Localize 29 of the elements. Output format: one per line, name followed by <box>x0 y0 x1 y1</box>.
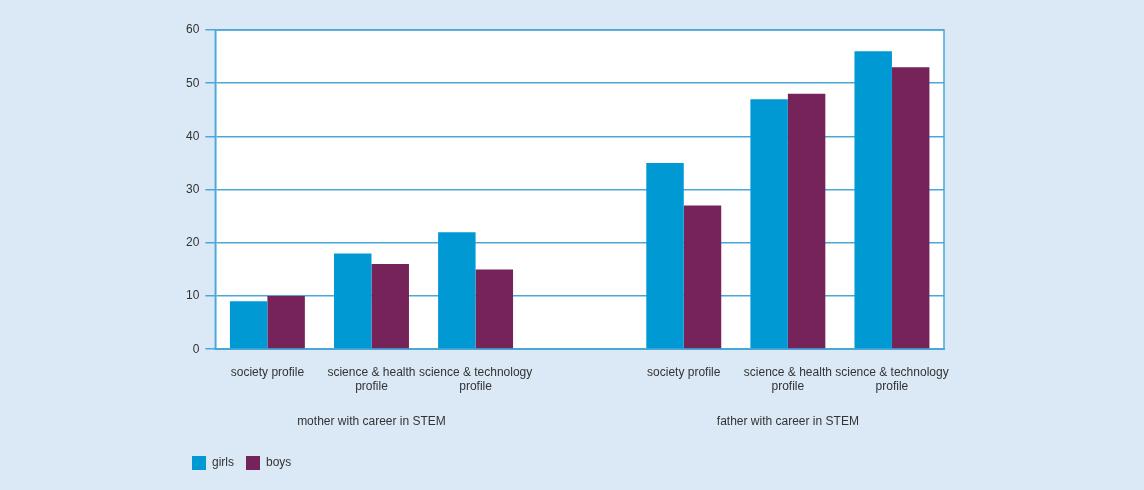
bar <box>229 301 268 349</box>
y-tick-label: 0 <box>192 341 200 356</box>
bar <box>475 269 514 349</box>
y-tick-label: 10 <box>185 288 200 303</box>
text: father with career in STEM <box>716 414 859 429</box>
x-tick-label: science & health profile <box>743 364 832 394</box>
bar <box>334 253 372 349</box>
y-tick-label: 30 <box>185 181 200 196</box>
y-tick-label: 60 <box>185 22 200 37</box>
bar <box>750 99 788 349</box>
x-tick-label: science & technology profile <box>835 364 949 394</box>
legend-label: girls <box>212 455 235 470</box>
x-tick-label: science & technology profile <box>418 364 533 394</box>
x-tick-label: science & health profile <box>327 364 416 394</box>
text: mother with career in STEM <box>297 414 446 429</box>
legend-label: boys <box>266 455 292 470</box>
bar <box>371 264 409 349</box>
y-tick-label: 40 <box>185 128 200 143</box>
bar <box>787 93 826 349</box>
y-tick-label: 50 <box>185 75 200 90</box>
bar <box>683 205 722 349</box>
bar <box>438 232 476 349</box>
bar <box>854 51 892 349</box>
y-tick-label: 20 <box>185 235 200 250</box>
x-tick-label: society profile <box>647 364 721 379</box>
bar <box>646 163 684 349</box>
x-tick-label: society profile <box>230 364 305 379</box>
bar <box>891 67 930 349</box>
bar <box>267 296 305 349</box>
